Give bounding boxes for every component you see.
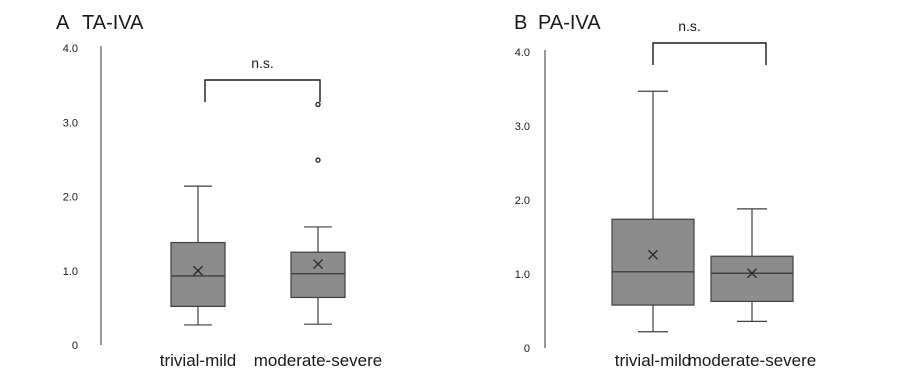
- box-trivial-mild: [170, 241, 226, 307]
- panel-a-title: TA-IVA: [82, 12, 144, 34]
- panel-b-label: B: [514, 12, 527, 34]
- y-tick-label: 3.0: [515, 121, 530, 133]
- panel-b-title: PA-IVA: [538, 12, 601, 34]
- category-label: trivial-mild: [615, 351, 692, 368]
- y-tick-label: 2.0: [63, 192, 78, 204]
- panel-a: A TA-IVA 0 1.0 2.0 3.0 4.0 trivial-mild modera…: [56, 12, 383, 370]
- significance-label: n.s.: [678, 18, 701, 34]
- significance-label: n.s.: [251, 55, 274, 71]
- y-tick-label: 4.0: [63, 43, 78, 55]
- y-tick-label: 1.0: [515, 269, 530, 281]
- significance-bracket: [204, 79, 321, 102]
- y-tick-label: 1.0: [63, 266, 78, 278]
- category-label: moderate-severe: [254, 351, 383, 368]
- y-tick-label: 3.0: [63, 117, 78, 129]
- outlier-point: [315, 157, 321, 163]
- category-label: moderate-severe: [688, 351, 817, 368]
- box-moderate-severe: [710, 255, 794, 302]
- box-moderate-severe: [290, 251, 346, 299]
- mean-marker: [193, 265, 203, 276]
- mean-marker: [648, 249, 658, 260]
- y-tick-label: 0: [524, 343, 530, 355]
- panel-b: B PA-IVA 0 1.0 2.0 3.0 4.0 trivial-mildmodera…: [514, 12, 817, 370]
- outlier-point: [315, 101, 321, 108]
- y-tick-label: 4.0: [515, 47, 530, 59]
- box-trivial-mild: [611, 218, 695, 306]
- y-tick-label: 0: [72, 340, 78, 352]
- y-tick-label: 2.0: [515, 195, 530, 207]
- significance-bracket: [652, 42, 767, 65]
- category-label: trivial-mild: [160, 351, 237, 368]
- mean-marker: [747, 268, 757, 279]
- mean-marker: [313, 259, 323, 270]
- panel-a-label: A: [56, 12, 70, 34]
